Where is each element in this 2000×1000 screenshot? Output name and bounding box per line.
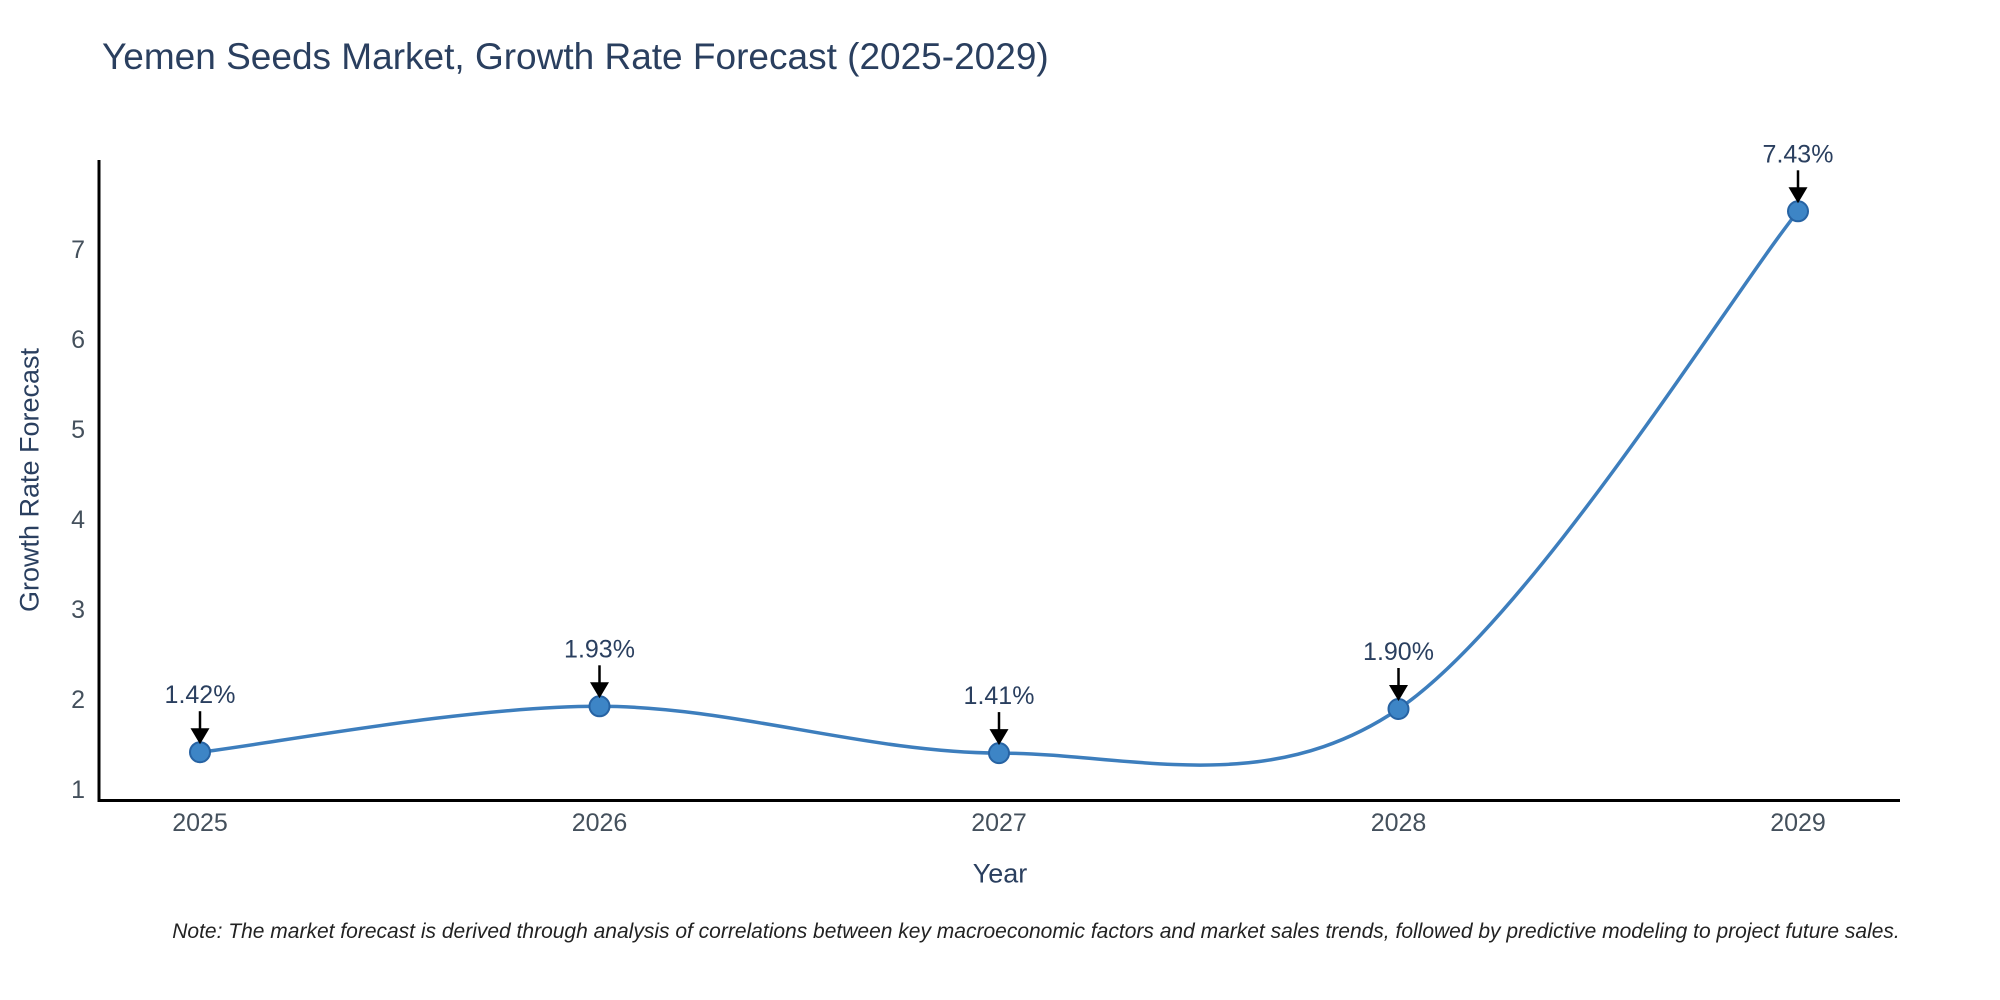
point-value-label: 1.90% xyxy=(1363,638,1434,666)
data-point-marker xyxy=(988,742,1010,765)
annotation-arrowhead-icon xyxy=(590,682,609,699)
annotation-arrowhead-icon xyxy=(1389,685,1408,701)
data-point-marker xyxy=(1787,200,1809,223)
chart-title: Yemen Seeds Market, Growth Rate Forecast… xyxy=(102,36,1049,77)
x-tick-label: 2029 xyxy=(1770,809,1826,837)
annotation-arrowhead-icon xyxy=(989,729,1009,746)
data-point-marker xyxy=(588,695,611,718)
data-point-marker xyxy=(1387,698,1410,720)
y-tick-label: 1 xyxy=(71,776,85,804)
x-axis-title: Year xyxy=(972,858,1028,889)
y-tick-label: 2 xyxy=(71,686,85,714)
x-tick-label: 2026 xyxy=(572,809,628,837)
footnote: Note: The market forecast is derived thr… xyxy=(172,920,1900,943)
y-tick-label: 6 xyxy=(71,326,85,354)
y-axis-title: Growth Rate Forecast xyxy=(14,347,45,613)
annotation-arrowhead-icon xyxy=(190,728,210,745)
x-tick-label: 2027 xyxy=(971,809,1027,837)
point-value-label: 7.43% xyxy=(1763,140,1834,168)
x-tick-label: 2025 xyxy=(172,809,228,837)
data-point-marker xyxy=(189,741,211,764)
y-tick-label: 4 xyxy=(71,506,85,534)
y-tick-label: 3 xyxy=(71,596,85,624)
point-value-label: 1.42% xyxy=(165,681,236,709)
forecast-line xyxy=(199,210,1800,767)
point-value-label: 1.41% xyxy=(964,682,1035,710)
annotation-arrowhead-icon xyxy=(1788,187,1808,204)
x-tick-label: 2028 xyxy=(1371,809,1427,837)
point-value-label: 1.93% xyxy=(564,635,635,663)
y-tick-label: 7 xyxy=(71,236,85,264)
y-tick-label: 5 xyxy=(71,416,85,444)
